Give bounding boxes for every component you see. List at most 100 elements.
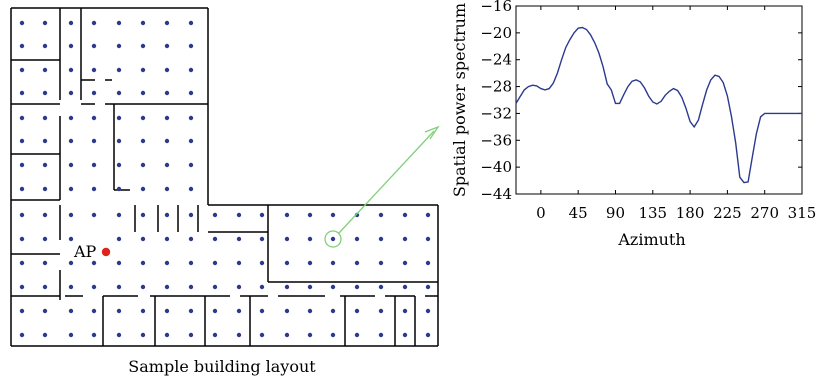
measurement-point [19,67,25,73]
measurement-point [425,308,431,314]
measurement-point [188,138,194,144]
measurement-point [91,284,97,290]
measurement-point [164,186,170,192]
measurement-point [164,90,170,96]
measurement-point [42,43,48,49]
measurement-point [188,67,194,73]
measurement-point [116,308,122,314]
measurement-point [140,162,146,168]
measurement-point [284,212,290,218]
x-tick-label: 270 [750,204,779,222]
measurement-point [259,332,265,338]
measurement-point [307,260,313,266]
measurement-point [330,284,336,290]
measurement-point [42,308,48,314]
measurement-point [140,138,146,144]
measurement-point [236,260,242,266]
measurement-point [91,115,97,121]
measurement-point [259,284,265,290]
measurement-point [68,20,74,26]
measurement-point [164,308,170,314]
measurement-point [236,284,242,290]
measurement-point [116,332,122,338]
measurement-point [91,90,97,96]
y-tick-label: −28 [480,78,512,96]
measurement-point [42,20,48,26]
measurement-point [140,284,146,290]
y-tick-label: −16 [480,0,512,15]
measurement-point [164,236,170,242]
measurement-point [164,115,170,121]
measurement-point [164,67,170,73]
selected-location-ring [324,230,342,248]
measurement-point [378,284,384,290]
chart-ticks [516,5,803,195]
measurement-point [354,284,360,290]
measurement-point [284,284,290,290]
measurement-point [354,212,360,218]
measurement-point [19,115,25,121]
measurement-point [140,186,146,192]
measurement-point [68,162,74,168]
access-point [101,247,111,257]
measurement-point [19,236,25,242]
measurement-point [378,308,384,314]
measurement-point [68,260,74,266]
x-tick-label: 90 [606,204,625,222]
measurement-point [19,138,25,144]
measurement-point [378,236,384,242]
measurement-point [116,43,122,49]
measurement-point [116,186,122,192]
measurement-point [42,90,48,96]
measurement-point [425,284,431,290]
spatial-spectrum-chart: 0 45 90 135 180 225 270 315 −16 −20 −24 −28 −32 −36 −4… [450,0,816,249]
measurement-point [402,236,408,242]
measurement-point [188,20,194,26]
measurement-point [19,284,25,290]
measurement-point [116,90,122,96]
measurement-point [378,212,384,218]
measurement-point [188,332,194,338]
measurement-point [91,260,97,266]
measurement-point [164,43,170,49]
measurement-point [68,332,74,338]
measurement-point [354,332,360,338]
y-axis-label: Spatial power spectrum [450,3,469,197]
measurement-point [188,90,194,96]
measurement-point [164,332,170,338]
measurement-point [140,20,146,26]
measurement-point [91,308,97,314]
measurement-point [116,212,122,218]
measurement-point [259,308,265,314]
measurement-point [91,212,97,218]
measurement-point [164,20,170,26]
measurement-point [140,90,146,96]
measurement-point [402,260,408,266]
chart-tick-labels: 0 45 90 135 180 225 270 315 −16 −20 −24 −28 −32 −36 −4… [480,0,816,222]
x-tick-label: 225 [713,204,742,222]
measurement-point [307,308,313,314]
measurement-point [259,260,265,266]
measurement-point [188,43,194,49]
measurement-point [116,236,122,242]
measurement-point [140,212,146,218]
measurement-point [140,260,146,266]
measurement-point [236,308,242,314]
measurement-point [188,284,194,290]
measurement-point [42,332,48,338]
measurement-point [188,162,194,168]
measurement-point [188,115,194,121]
measurement-grid [19,20,431,338]
measurement-point [42,236,48,242]
measurement-point [284,308,290,314]
measurement-point [212,236,218,242]
measurement-point [307,236,313,242]
measurement-point [402,308,408,314]
measurement-point [236,236,242,242]
measurement-point [68,138,74,144]
measurement-point [212,332,218,338]
y-tick-label: −36 [480,131,512,149]
measurement-point [188,212,194,218]
measurement-point [19,308,25,314]
measurement-point [19,186,25,192]
